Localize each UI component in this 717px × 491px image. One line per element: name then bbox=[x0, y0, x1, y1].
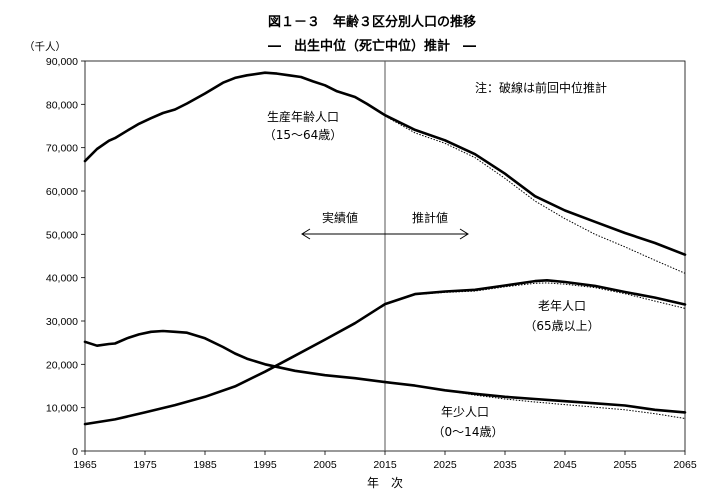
phase-label-actual: 実績値 bbox=[322, 210, 358, 225]
phase-arrow bbox=[301, 228, 469, 240]
chart-title: 図１－３ 年齢３区分別人口の推移 bbox=[268, 14, 476, 30]
y-tick-label: 40,000 bbox=[46, 273, 78, 285]
x-tick-label: 1985 bbox=[193, 459, 217, 471]
y-tick-label: 10,000 bbox=[46, 403, 78, 415]
x-tick-label: 2035 bbox=[493, 459, 517, 471]
x-tick-label: 2065 bbox=[673, 459, 697, 471]
y-tick-label: 60,000 bbox=[46, 186, 78, 198]
x-axis: 1965 1975 1985 1995 2005 2015 2025 2035 2045 2055… bbox=[73, 451, 697, 471]
series-line-child-previous bbox=[384, 381, 686, 419]
series-label-child: 年少人口 bbox=[441, 405, 489, 419]
y-axis-unit: （千人） bbox=[24, 41, 66, 53]
series-line-elderly bbox=[83, 278, 687, 426]
series-sublabel-child: （0～14歳） bbox=[433, 425, 504, 439]
phase-label-projection: 推計値 bbox=[412, 210, 448, 225]
x-tick-label: 1975 bbox=[133, 459, 157, 471]
y-tick-label: 0 bbox=[72, 446, 78, 458]
series-sublabel-working-age: （15～64歳） bbox=[264, 128, 343, 142]
x-tick-label: 2005 bbox=[313, 459, 337, 471]
x-axis-label: 年 次 bbox=[367, 476, 403, 490]
x-tick-label: 1965 bbox=[73, 459, 97, 471]
y-tick-label: 20,000 bbox=[46, 359, 78, 371]
series-line-working-age-previous bbox=[384, 115, 686, 274]
y-tick-label: 80,000 bbox=[46, 99, 78, 111]
x-tick-label: 2015 bbox=[373, 459, 397, 471]
y-tick-label: 30,000 bbox=[46, 316, 78, 328]
series-line-child bbox=[83, 329, 687, 414]
y-axis: 0 10,000 20,000 30,000 40,000 50,000 60,000 70,… bbox=[46, 56, 85, 458]
y-tick-label: 90,000 bbox=[46, 56, 78, 68]
series-sublabel-elderly: （65歳以上） bbox=[524, 319, 599, 333]
x-tick-label: 2055 bbox=[613, 459, 637, 471]
series-layer bbox=[83, 71, 687, 426]
x-tick-label: 1995 bbox=[253, 459, 277, 471]
chart-subtitle: ― 出生中位（死亡中位）推計 ― bbox=[268, 38, 476, 54]
series-line-working-age bbox=[83, 71, 687, 256]
chart-note: 注：破線は前回中位推計 bbox=[475, 80, 607, 95]
series-label-working-age: 生産年齢人口 bbox=[267, 109, 339, 124]
x-tick-label: 2045 bbox=[553, 459, 577, 471]
y-tick-label: 70,000 bbox=[46, 143, 78, 155]
x-tick-label: 2025 bbox=[433, 459, 457, 471]
series-label-elderly: 老年人口 bbox=[538, 299, 586, 313]
y-tick-label: 50,000 bbox=[46, 229, 78, 241]
